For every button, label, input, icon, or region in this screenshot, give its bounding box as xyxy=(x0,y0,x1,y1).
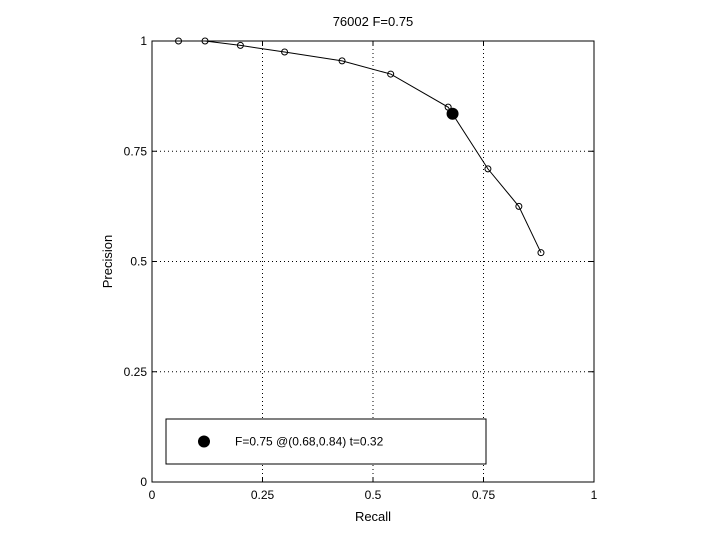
data-point-1 xyxy=(201,37,209,45)
y-axis-label: Precision xyxy=(100,235,115,288)
legend-entry-label: F=0.75 @(0.68,0.84) t=0.32 xyxy=(235,435,384,449)
y-tick-label-0: 0 xyxy=(140,475,147,489)
axis-ticks xyxy=(151,40,595,483)
y-tick-label-2: 0.5 xyxy=(130,255,147,269)
x-tick-label-1: 0.25 xyxy=(251,488,275,502)
grid-lines xyxy=(152,41,594,482)
x-tick-label-2: 0.5 xyxy=(365,488,382,502)
legend: F=0.75 @(0.68,0.84) t=0.32 xyxy=(165,418,487,465)
y-tick-label-4: 1 xyxy=(140,34,147,48)
x-tick-labels: 0 0.25 0.5 0.75 1 xyxy=(149,488,598,502)
series-group xyxy=(175,37,545,257)
legend-marker xyxy=(198,435,210,448)
best-f-point xyxy=(446,107,459,120)
legend-box xyxy=(165,418,487,465)
data-point-9 xyxy=(537,249,545,257)
x-tick-label-0: 0 xyxy=(149,488,156,502)
x-axis-label: Recall xyxy=(355,509,391,524)
data-point-7 xyxy=(484,165,492,173)
data-point-0 xyxy=(175,37,183,45)
y-tick-label-1: 0.25 xyxy=(124,365,148,379)
data-point-3 xyxy=(281,48,289,56)
data-point-2 xyxy=(236,41,244,49)
x-tick-label-4: 1 xyxy=(591,488,598,502)
x-tick-label-3: 0.75 xyxy=(472,488,496,502)
data-point-8 xyxy=(515,202,523,210)
data-point-4 xyxy=(338,57,346,65)
y-tick-label-3: 0.75 xyxy=(124,144,148,158)
data-point-5 xyxy=(387,70,395,78)
chart-title: 76002 F=0.75 xyxy=(333,14,414,29)
y-tick-labels: 0 0.25 0.5 0.75 1 xyxy=(124,34,148,489)
series-line-0 xyxy=(178,40,542,253)
